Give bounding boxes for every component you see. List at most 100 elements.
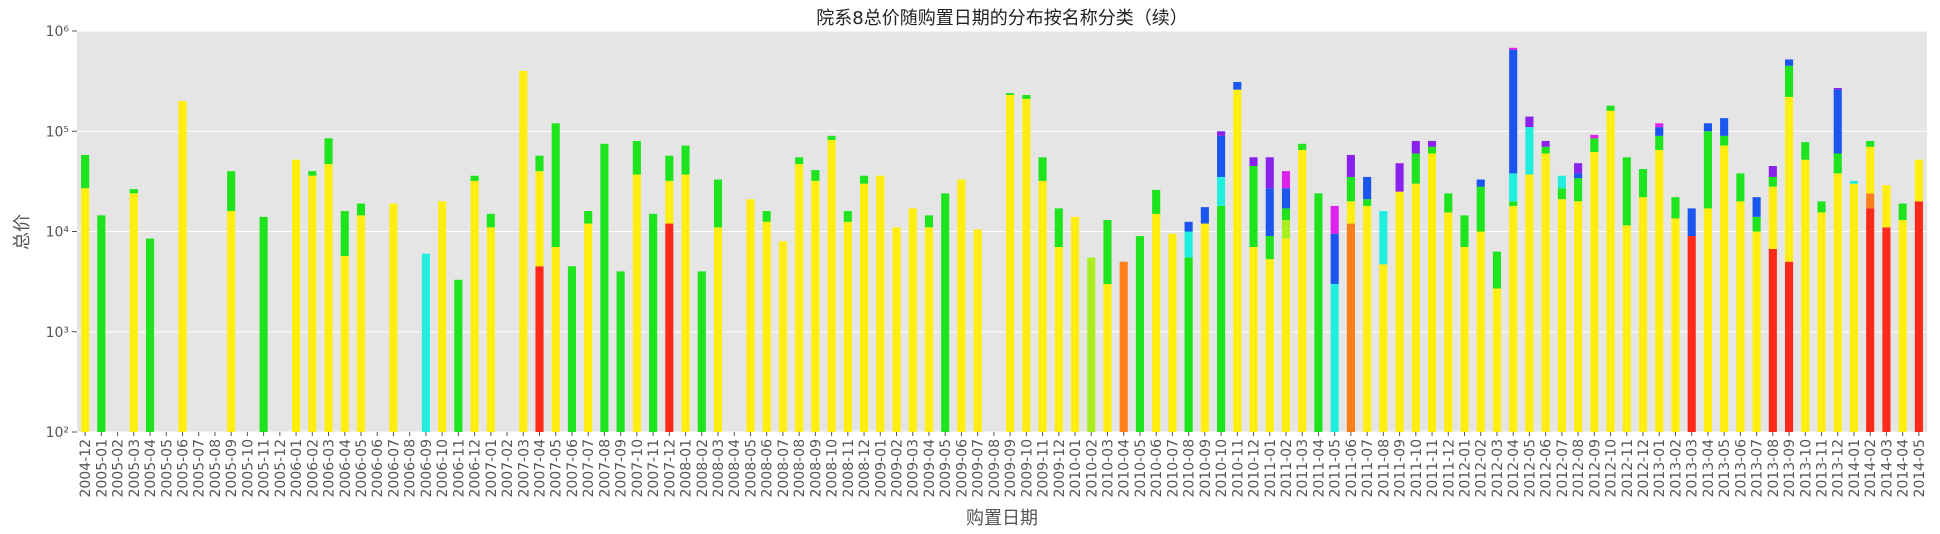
x-tick-label: 2007-01 bbox=[484, 439, 500, 498]
bar-segment bbox=[1768, 176, 1777, 187]
x-tick-label: 2007-09 bbox=[614, 439, 630, 498]
x-tick-label: 2006-09 bbox=[419, 439, 435, 498]
x-tick-label: 2012-12 bbox=[1636, 439, 1652, 498]
bar-segment bbox=[470, 175, 479, 181]
bar-segment bbox=[1330, 283, 1339, 432]
bar-segment bbox=[1346, 154, 1355, 177]
x-tick-label: 2011-01 bbox=[1263, 439, 1279, 498]
bar-segment bbox=[1785, 96, 1794, 262]
x-tick-label: 2010-02 bbox=[1084, 439, 1100, 498]
bar-segment bbox=[1427, 140, 1437, 147]
bar-segment bbox=[1476, 231, 1485, 432]
x-tick-label: 2012-11 bbox=[1620, 439, 1636, 498]
bar-segment bbox=[1492, 251, 1502, 289]
bar-segment bbox=[1119, 261, 1128, 432]
bar-segment bbox=[1346, 223, 1355, 432]
bar-segment bbox=[1687, 236, 1696, 432]
x-tick-label: 2008-07 bbox=[776, 439, 792, 498]
bar-segment bbox=[1184, 257, 1193, 432]
bar-segment bbox=[649, 213, 658, 432]
bar-segment bbox=[778, 241, 787, 432]
bar-segment bbox=[1541, 153, 1550, 432]
x-tick-label: 2013-07 bbox=[1750, 439, 1766, 498]
x-tick-label: 2012-05 bbox=[1522, 439, 1538, 498]
bar-segment bbox=[1720, 145, 1729, 432]
bar-segment bbox=[308, 171, 317, 176]
bar-segment bbox=[762, 211, 771, 222]
x-tick-label: 2011-08 bbox=[1376, 439, 1392, 498]
bar-segment bbox=[1866, 193, 1875, 209]
bar-segment bbox=[1298, 150, 1307, 432]
x-tick-label: 2006-02 bbox=[305, 439, 321, 498]
x-tick-label: 2012-01 bbox=[1458, 439, 1474, 498]
bar-segment bbox=[713, 179, 723, 228]
bar-segment bbox=[1411, 153, 1420, 184]
bar-segment bbox=[1833, 88, 1842, 90]
bar-segment bbox=[1785, 261, 1794, 432]
x-tick-label: 2006-08 bbox=[403, 439, 419, 498]
x-tick-label: 2008-01 bbox=[679, 439, 695, 498]
bar-segment bbox=[1768, 186, 1777, 249]
bar-segment bbox=[535, 171, 544, 267]
x-tick-label: 2007-07 bbox=[581, 439, 597, 498]
bar-segment bbox=[1655, 123, 1664, 128]
bar-segment bbox=[1281, 238, 1291, 432]
x-tick-label: 2006-11 bbox=[451, 439, 467, 498]
x-tick-label: 2007-05 bbox=[549, 439, 565, 498]
bar-segment bbox=[632, 140, 641, 175]
x-tick-label: 2008-12 bbox=[857, 439, 873, 498]
x-tick-label: 2005-08 bbox=[208, 439, 224, 498]
bar-segment bbox=[1184, 231, 1193, 258]
bar-segment bbox=[1200, 207, 1209, 224]
bar-segment bbox=[535, 266, 544, 432]
bar-segment bbox=[324, 138, 333, 165]
x-tick-label: 2013-03 bbox=[1685, 439, 1701, 498]
bar-segment bbox=[1687, 208, 1696, 237]
bar-segment bbox=[1817, 201, 1826, 213]
bar-segment bbox=[1866, 140, 1875, 147]
x-tick-label: 2007-04 bbox=[533, 439, 549, 498]
bar-segment bbox=[1184, 221, 1193, 232]
bar-segment bbox=[1849, 183, 1859, 432]
bar-segment bbox=[486, 213, 495, 228]
y-tick-label: 10³ bbox=[46, 325, 69, 341]
y-axis-label: 总价 bbox=[12, 214, 33, 250]
bar-segment bbox=[1703, 131, 1712, 209]
bar-segment bbox=[1314, 193, 1323, 432]
bar-segment bbox=[665, 223, 674, 432]
bar-segment bbox=[1882, 185, 1891, 228]
bar-segment bbox=[1411, 140, 1420, 154]
bar-segment bbox=[1346, 176, 1355, 202]
bar-segment bbox=[860, 175, 869, 184]
bar-segment bbox=[1590, 152, 1599, 432]
x-tick-label: 2014-02 bbox=[1863, 439, 1879, 498]
x-tick-label: 2011-06 bbox=[1344, 439, 1360, 498]
bar-segment bbox=[1622, 157, 1631, 226]
bar-segment bbox=[811, 180, 820, 432]
x-tick-label: 2006-12 bbox=[468, 439, 484, 498]
x-tick-label: 2010-03 bbox=[1100, 439, 1116, 498]
x-tick-label: 2005-06 bbox=[175, 439, 191, 498]
bar-segment bbox=[1492, 288, 1502, 432]
bar-segment bbox=[1817, 212, 1826, 432]
bar-segment bbox=[1346, 201, 1355, 224]
x-tick-label: 2013-08 bbox=[1766, 439, 1782, 498]
bar-segment bbox=[454, 279, 463, 432]
bar-segment bbox=[1217, 135, 1226, 177]
bar-segment bbox=[1720, 118, 1729, 136]
bar-segment bbox=[941, 193, 950, 432]
bar-segment bbox=[1768, 166, 1777, 177]
bar-segment bbox=[1395, 163, 1404, 192]
bar-segment bbox=[1866, 146, 1875, 194]
x-tick-label: 2008-09 bbox=[808, 439, 824, 498]
x-tick-label: 2005-01 bbox=[94, 439, 110, 498]
x-tick-label: 2013-11 bbox=[1815, 439, 1831, 498]
x-tick-label: 2010-09 bbox=[1198, 439, 1214, 498]
x-tick-label: 2007-03 bbox=[516, 439, 532, 498]
bar-segment bbox=[973, 229, 982, 432]
bar-segment bbox=[1298, 143, 1307, 151]
bar-segment bbox=[1427, 146, 1437, 154]
bar-segment bbox=[551, 123, 560, 248]
bar-segment bbox=[535, 155, 544, 172]
x-tick-label: 2010-01 bbox=[1068, 439, 1084, 498]
